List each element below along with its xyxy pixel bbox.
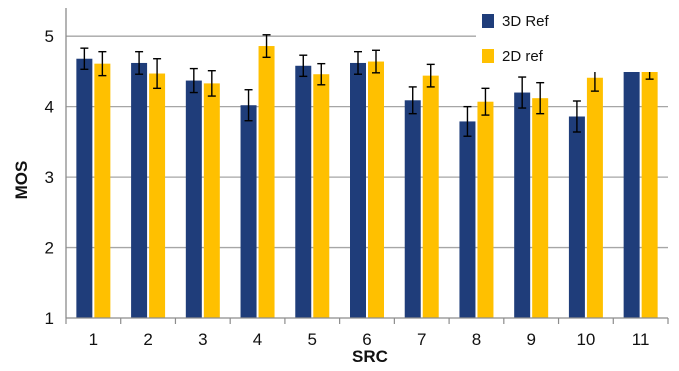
bar-2d-ref-5	[313, 74, 330, 319]
bar-2d-ref-10	[586, 77, 603, 318]
y-tick-label: 3	[45, 168, 54, 187]
legend-swatch-2d-ref	[482, 49, 494, 63]
axes	[65, 8, 669, 324]
x-tick-label: 11	[632, 330, 650, 349]
bar-3d-ref-6	[350, 62, 366, 318]
bar-3d-ref-9	[514, 92, 531, 318]
x-tick-label: 7	[417, 330, 426, 349]
error-bars	[80, 34, 654, 137]
bar-3d-ref-1	[76, 58, 93, 319]
x-axis-title: SRC	[352, 347, 388, 366]
x-tick-label: 10	[576, 330, 595, 349]
x-tick-label: 4	[253, 330, 262, 349]
bar-3d-ref-4	[240, 105, 257, 319]
x-tick-label: 2	[143, 330, 152, 349]
x-tick-label: 6	[362, 330, 371, 349]
legend: 3D Ref 2D ref	[476, 4, 676, 72]
bar-3d-ref-2	[131, 62, 148, 318]
tick-labels: 1 2 3 4 5 1 2 3 4 5 6 7 8 9 10 11	[45, 27, 650, 349]
x-tick-label: 8	[472, 330, 481, 349]
y-tick-label: 5	[45, 27, 54, 46]
x-tick-label: 9	[526, 330, 535, 349]
y-axis-title: MOS	[12, 161, 31, 200]
bar-3d-ref-11	[623, 58, 640, 318]
bar-3d-ref-3	[185, 80, 202, 319]
x-tick-label: 1	[89, 330, 98, 349]
bar-3d-ref-7	[404, 100, 421, 318]
bar-2d-ref-7	[422, 75, 439, 319]
legend-label-2d-ref: 2D ref	[502, 48, 544, 65]
bar-3d-ref-8	[459, 121, 476, 318]
legend-label-3d-ref: 3D Ref	[502, 13, 550, 30]
bar-2d-ref-4	[258, 46, 275, 318]
bar-2d-ref-11	[641, 65, 658, 318]
bar-2d-ref-3	[203, 83, 220, 319]
bar-2d-ref-1	[94, 63, 111, 319]
bar-2d-ref-6	[368, 61, 384, 318]
y-tick-label: 1	[45, 309, 54, 328]
y-tick-label: 4	[45, 98, 54, 117]
legend-swatch-3d-ref	[482, 14, 494, 28]
legend-background	[476, 4, 676, 72]
bar-2d-ref-8	[477, 101, 494, 318]
bars	[76, 46, 658, 319]
x-tick-label: 3	[198, 330, 207, 349]
y-tick-label: 2	[45, 239, 54, 258]
bar-2d-ref-9	[532, 98, 549, 318]
bar-2d-ref-2	[149, 73, 166, 318]
bar-3d-ref-10	[568, 116, 585, 318]
bar-3d-ref-5	[295, 65, 312, 318]
x-tick-label: 5	[308, 330, 317, 349]
